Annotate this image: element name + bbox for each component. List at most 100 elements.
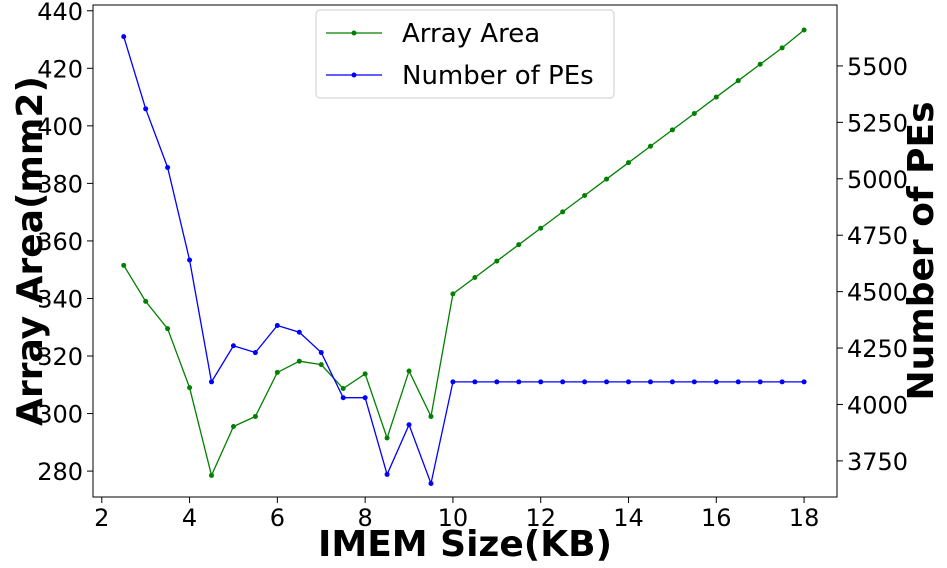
series-line-array-area	[123, 29, 805, 478]
right-axis-ticks: 3750 4000 4250 4500 4750 5000 5250 5500	[837, 53, 908, 476]
data-point-number-of-pes	[340, 395, 346, 401]
data-point-number-of-pes	[472, 379, 478, 385]
right-tick-label: 4750	[847, 222, 908, 250]
left-tick-label: 420	[37, 55, 83, 83]
x-tick-label: 12	[525, 504, 556, 532]
data-point-array-area	[362, 371, 368, 377]
data-point-array-area	[121, 262, 127, 268]
data-point-number-of-pes	[735, 379, 741, 385]
right-axis-title: Number of PEs	[901, 101, 942, 400]
data-point-number-of-pes	[143, 106, 149, 112]
data-point-array-area	[604, 176, 610, 182]
data-point-number-of-pes	[801, 379, 807, 385]
data-point-array-area	[252, 413, 258, 419]
right-tick-label: 3750	[847, 448, 908, 476]
plot-frame	[92, 4, 838, 498]
x-tick-label: 18	[789, 504, 820, 532]
x-tick-label: 6	[270, 504, 285, 532]
data-point-array-area	[187, 385, 193, 391]
x-axis-title: IMEM Size(KB)	[318, 524, 612, 565]
data-point-number-of-pes	[691, 379, 697, 385]
data-point-number-of-pes	[757, 379, 763, 385]
left-tick-label: 300	[37, 401, 83, 429]
data-point-number-of-pes	[121, 34, 127, 40]
data-point-number-of-pes	[560, 379, 566, 385]
right-tick-label: 5000	[847, 166, 908, 194]
data-point-number-of-pes	[230, 343, 236, 349]
data-point-number-of-pes	[187, 257, 193, 263]
legend-label-number-of-pes: Number of PEs	[402, 61, 594, 91]
data-point-array-area	[538, 225, 544, 231]
data-point-array-area	[165, 326, 171, 332]
data-point-number-of-pes	[209, 379, 215, 385]
left-tick-label: 360	[37, 228, 83, 256]
legend-label-array-area: Array Area	[402, 19, 540, 49]
data-point-array-area	[713, 94, 719, 100]
left-tick-label: 280	[37, 458, 83, 486]
right-tick-label: 5500	[847, 53, 908, 81]
data-point-array-area	[516, 242, 522, 248]
right-tick-label: 4250	[847, 335, 908, 363]
series-line-number-of-pes	[123, 36, 805, 486]
data-point-array-area	[472, 274, 478, 280]
data-point-number-of-pes	[362, 395, 368, 401]
x-tick-label: 8	[358, 504, 373, 532]
data-point-number-of-pes	[406, 422, 412, 428]
x-tick-label: 4	[182, 504, 197, 532]
left-tick-label: 400	[37, 113, 83, 141]
data-point-number-of-pes	[450, 379, 456, 385]
data-point-number-of-pes	[428, 480, 434, 486]
data-point-array-area	[296, 358, 302, 364]
data-point-array-area	[582, 192, 588, 198]
series-lines	[121, 27, 807, 486]
data-point-array-area	[647, 143, 653, 149]
data-point-array-area	[450, 291, 456, 297]
data-point-number-of-pes	[165, 164, 171, 170]
data-point-number-of-pes	[274, 322, 280, 328]
data-point-array-area	[230, 424, 236, 430]
legend-box	[315, 9, 615, 99]
data-point-array-area	[406, 368, 412, 374]
x-tick-label: 10	[438, 504, 469, 532]
data-point-array-area	[626, 160, 632, 166]
data-point-array-area	[757, 61, 763, 67]
data-point-array-area	[494, 258, 500, 264]
data-point-array-area	[669, 127, 675, 133]
data-point-number-of-pes	[252, 350, 258, 356]
data-point-array-area	[209, 472, 215, 478]
right-tick-label: 5250	[847, 109, 908, 137]
data-point-array-area	[274, 369, 280, 375]
data-point-number-of-pes	[713, 379, 719, 385]
data-point-number-of-pes	[779, 379, 785, 385]
left-axis-ticks: 280 300 320 340 360 380 400 420 440	[37, 0, 93, 486]
left-tick-label: 320	[37, 343, 83, 371]
data-point-number-of-pes	[538, 379, 544, 385]
data-point-number-of-pes	[669, 379, 675, 385]
left-tick-label: 380	[37, 170, 83, 198]
left-axis-title: Array Area(mm2)	[10, 76, 51, 426]
data-point-number-of-pes	[384, 471, 390, 477]
legend-marker-array-area	[351, 30, 357, 36]
data-point-array-area	[428, 413, 434, 419]
x-tick-label: 16	[701, 504, 732, 532]
data-point-number-of-pes	[494, 379, 500, 385]
data-point-array-area	[560, 209, 566, 215]
data-point-array-area	[779, 45, 785, 51]
x-axis-ticks: 2 4 6 8 10 12 14 16 18	[94, 497, 819, 532]
data-point-array-area	[143, 298, 149, 304]
x-tick-label: 2	[94, 504, 109, 532]
data-point-number-of-pes	[604, 379, 610, 385]
data-point-number-of-pes	[516, 379, 522, 385]
data-point-number-of-pes	[647, 379, 653, 385]
data-point-array-area	[801, 27, 807, 33]
data-point-number-of-pes	[626, 379, 632, 385]
left-tick-label: 440	[37, 0, 83, 26]
left-tick-label: 340	[37, 285, 83, 313]
data-point-number-of-pes	[582, 379, 588, 385]
data-point-array-area	[384, 435, 390, 441]
right-tick-label: 4500	[847, 279, 908, 307]
data-point-array-area	[340, 386, 346, 392]
right-tick-label: 4000	[847, 391, 908, 419]
legend-marker-number-of-pes	[351, 72, 357, 78]
